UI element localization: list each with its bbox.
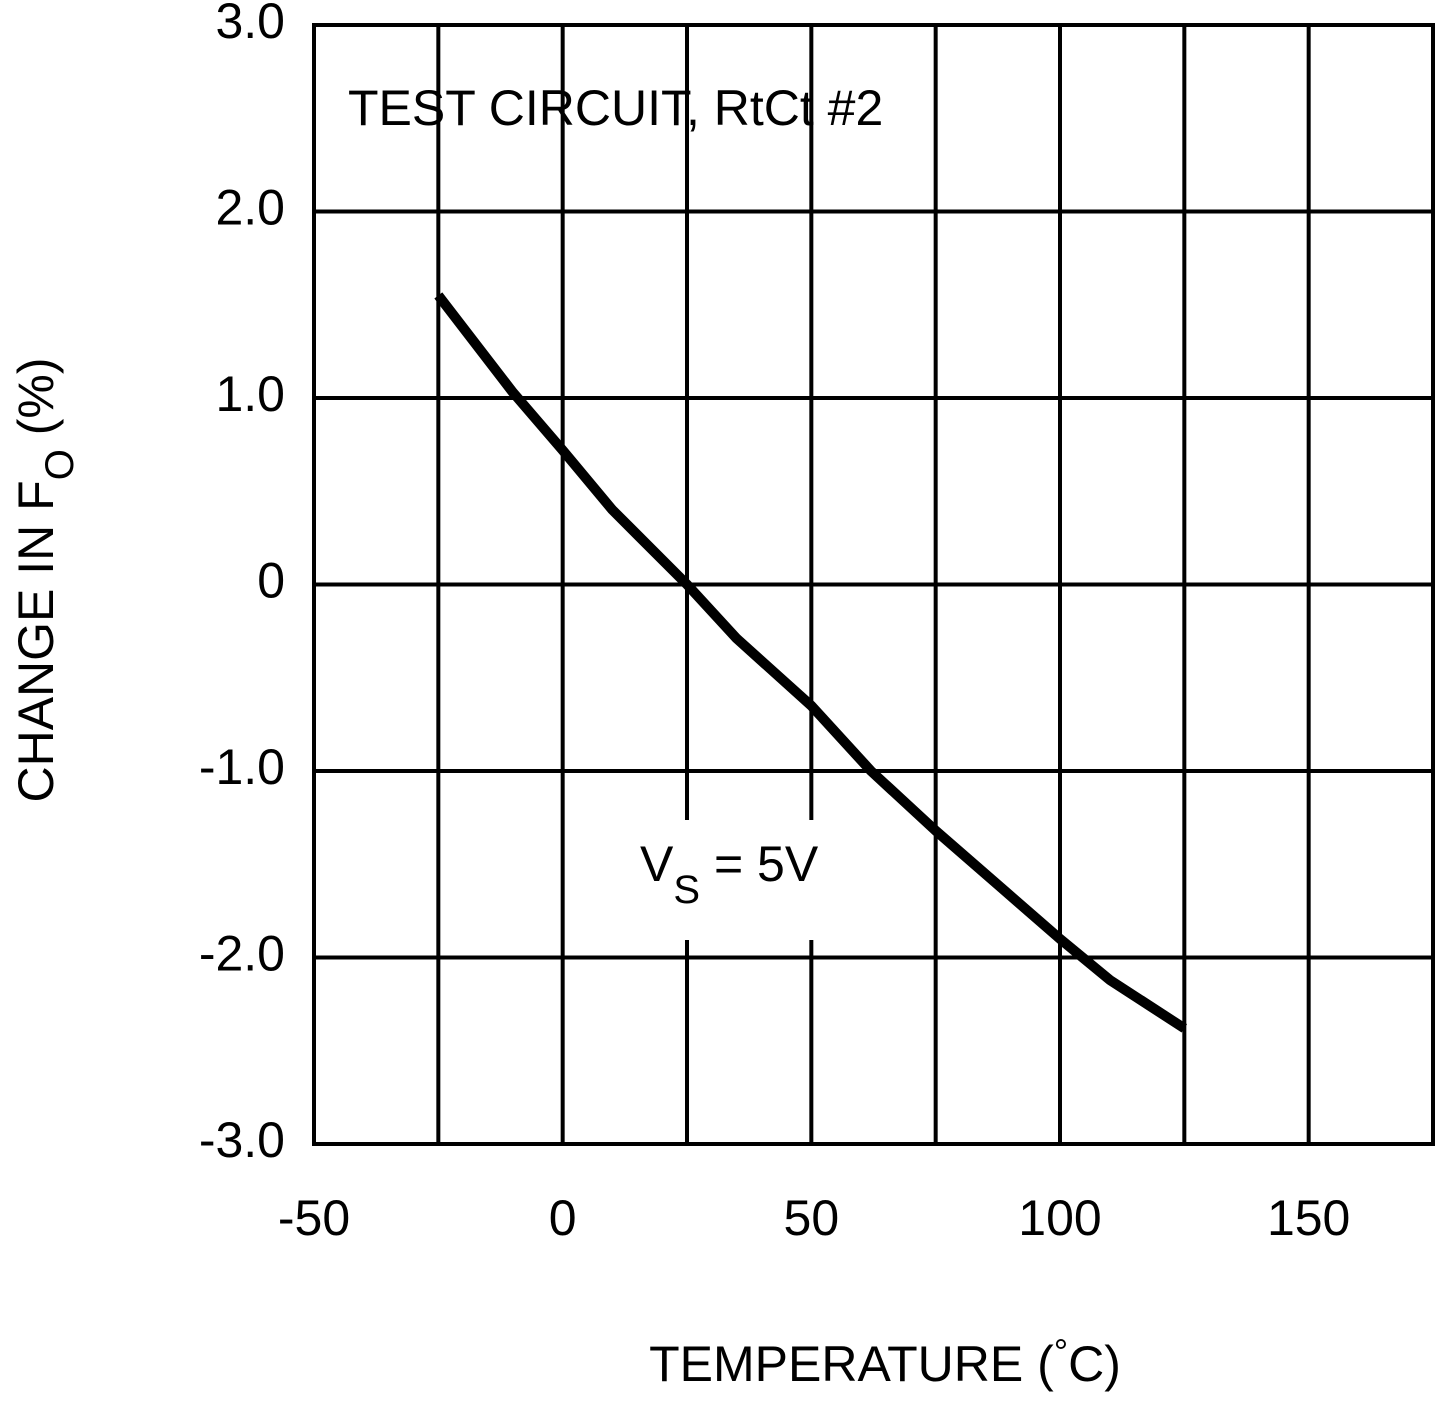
annotation-text: V (640, 836, 674, 892)
y-label-text: CHANGE IN F (8, 480, 64, 802)
x-axis-label: TEMPERATURE (°C) (649, 1331, 1121, 1393)
annotation-text: = 5V (700, 836, 819, 892)
x-label-text: TEMPERATURE ( (649, 1336, 1054, 1392)
y-tick-label: 1.0 (215, 366, 285, 422)
y-tick-label: 0 (257, 553, 285, 609)
y-tick-label: -3.0 (199, 1112, 285, 1168)
y-tick-label: 2.0 (215, 180, 285, 236)
data-line (434, 292, 1188, 1033)
annotation: TEST CIRCUIT, RtCt #2 (348, 80, 883, 136)
y-tick-label: -1.0 (199, 739, 285, 795)
annotation-text: TEST CIRCUIT, RtCt #2 (348, 80, 883, 136)
x-tick-label: 0 (549, 1190, 577, 1246)
y-axis-label: CHANGE IN FO (%) (8, 357, 81, 802)
y-label-text: (%) (8, 357, 64, 449)
x-tick-label: 150 (1267, 1190, 1350, 1246)
x-label-degree: ° (1054, 1331, 1068, 1372)
annotation-bg (630, 820, 870, 940)
x-tick-label: 100 (1018, 1190, 1101, 1246)
y-tick-label: -2.0 (199, 926, 285, 982)
x-tick-label: -50 (278, 1190, 350, 1246)
annotation: VS = 5V (640, 836, 819, 911)
y-label-subscript: O (38, 449, 82, 480)
x-tick-label: 50 (784, 1190, 840, 1246)
annotation-subscript: S (673, 868, 700, 912)
y-tick-label: 3.0 (215, 0, 285, 49)
x-label-text: C) (1068, 1336, 1121, 1392)
